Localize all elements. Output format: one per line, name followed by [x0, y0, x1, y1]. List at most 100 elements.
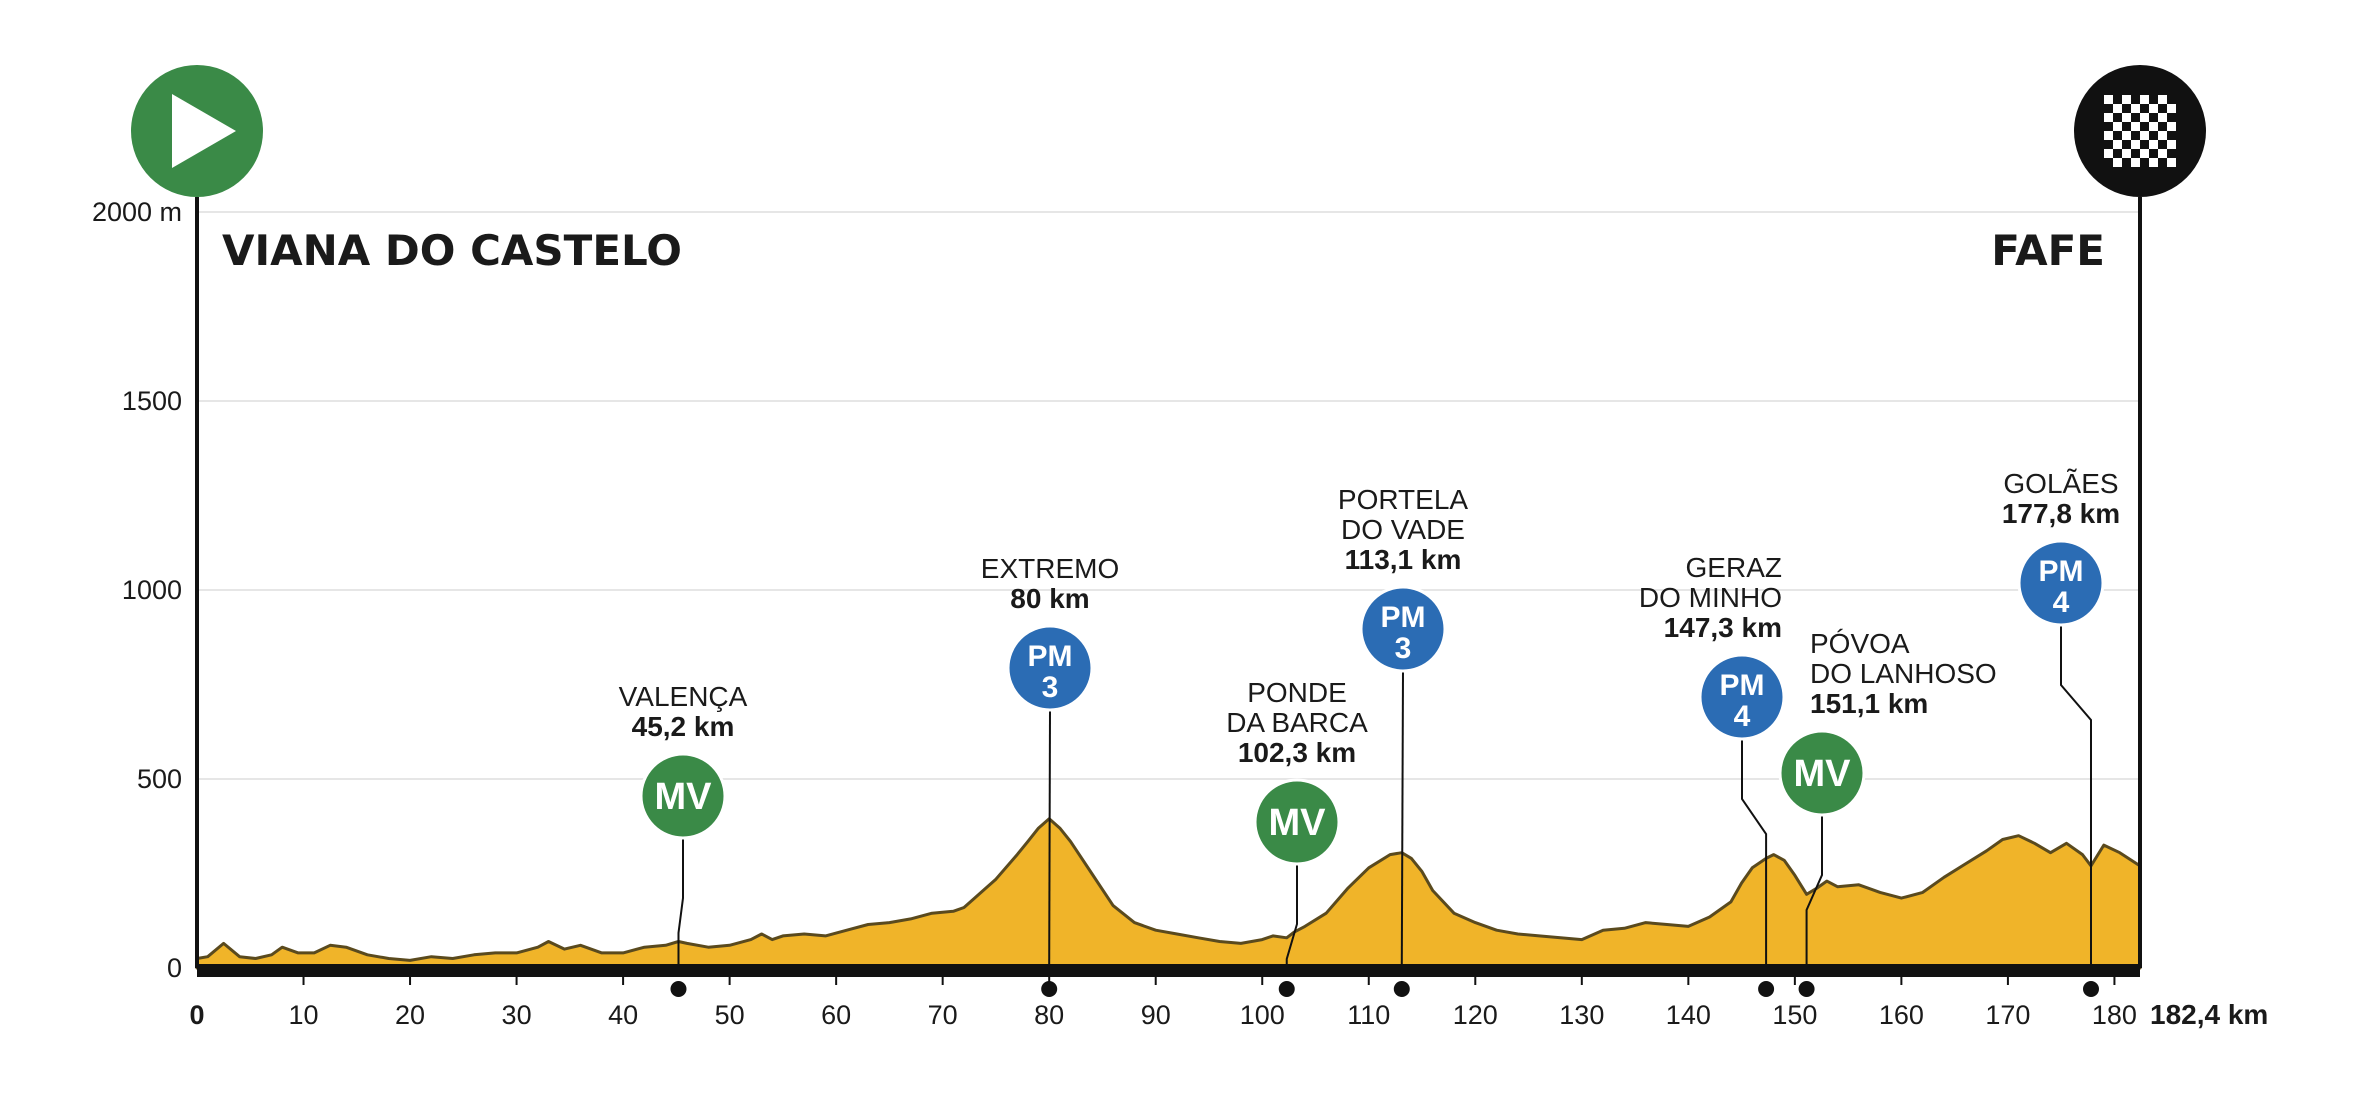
checker-square: [2140, 131, 2149, 140]
climb-leader-line: [1741, 739, 1768, 964]
checker-square: [2122, 95, 2131, 104]
checker-square: [2149, 140, 2158, 149]
checker-square: [2131, 104, 2140, 113]
checker-square: [2104, 131, 2113, 140]
x-tick-label: 110: [1347, 1000, 1390, 1030]
y-max-label: 2000 m: [92, 197, 182, 227]
climb-leader-line: [1400, 670, 1404, 965]
x-tick-label: 120: [1453, 1000, 1498, 1030]
checker-square: [2113, 149, 2122, 158]
finish-flag-icon: [2074, 65, 2206, 197]
checker-square: [2113, 104, 2122, 113]
axes: 0 500 1000 1500 2000 m 0 10 20 30 40 50 60 70 80 90 100…: [92, 197, 2268, 1030]
climb-name: DA BARCA: [1226, 707, 1368, 738]
checker-square: [2158, 95, 2167, 104]
climb-category: 4: [1734, 700, 1751, 733]
x-tick-label: 70: [928, 1000, 958, 1030]
checker-square: [2122, 113, 2131, 122]
climb-badge: [639, 752, 727, 840]
checker-square: [2158, 122, 2167, 131]
checker-square: [2140, 113, 2149, 122]
checker-square: [2158, 104, 2167, 113]
climb-badge-label: PM: [1381, 601, 1426, 634]
elevation-profile: [195, 817, 2142, 970]
checker-square: [2122, 149, 2131, 158]
x-tick-label: 90: [1141, 1000, 1171, 1030]
climb-name: EXTREMO: [981, 553, 1119, 584]
checker-square: [2140, 140, 2149, 149]
checker-pattern: [2104, 95, 2176, 167]
x-tick-label: 20: [395, 1000, 425, 1030]
checker-square: [2113, 140, 2122, 149]
climb-name: GERAZ: [1686, 552, 1782, 583]
climb-badge-label: MV: [1794, 753, 1852, 795]
climb-leader-line: [1285, 864, 1298, 964]
checker-square: [2131, 158, 2140, 167]
checker-square: [2158, 131, 2167, 140]
checker-square: [2167, 122, 2176, 131]
climb-km: 80 km: [1010, 583, 1089, 614]
y-tick-label: 1000: [122, 575, 182, 605]
elevation-area: [195, 817, 2142, 970]
y-tick-label: 0: [167, 953, 182, 983]
checker-square: [2113, 113, 2122, 122]
climb-km: 45,2 km: [632, 711, 735, 742]
x-tick-label: 60: [821, 1000, 851, 1030]
climb-category: 4: [2053, 586, 2070, 619]
x-tick-label: 0: [189, 1000, 204, 1030]
checker-square: [2113, 122, 2122, 131]
climb-position-dot: [1758, 981, 1775, 997]
start-city-label: VIANA DO CASTELO: [222, 226, 682, 275]
checker-square: [2104, 104, 2113, 113]
climb-position-dot: [670, 981, 687, 997]
checker-square: [2140, 104, 2149, 113]
checker-square: [2158, 149, 2167, 158]
x-tick-label: 180: [2092, 1000, 2137, 1030]
x-tick-label: 150: [1772, 1000, 1817, 1030]
checker-square: [2149, 158, 2158, 167]
checker-square: [2167, 131, 2176, 140]
climb-name: PONDE: [1247, 677, 1347, 708]
x-tick-label: 40: [608, 1000, 638, 1030]
climb-leader-line: [677, 838, 684, 964]
checker-square: [2131, 113, 2140, 122]
checker-square: [2104, 113, 2113, 122]
climb-name: DO LANHOSO: [1810, 658, 1997, 689]
checker-square: [2122, 104, 2131, 113]
climb-position-dot: [1041, 981, 1058, 997]
climb-badge: [1359, 585, 1447, 673]
climb-name: GOLÃES: [2003, 468, 2118, 499]
climb-badge-label: PM: [2039, 555, 2084, 588]
checker-square: [2131, 131, 2140, 140]
climb-leader-line: [1805, 815, 1823, 964]
x-tick-label: 10: [289, 1000, 319, 1030]
checker-square: [2167, 158, 2176, 167]
checker-square: [2104, 95, 2113, 104]
x-end-label: 182,4 km: [2150, 999, 2268, 1030]
climb-km: 147,3 km: [1664, 612, 1782, 643]
climb-position-dot: [1278, 981, 1295, 997]
checker-square: [2131, 140, 2140, 149]
checker-square: [2140, 149, 2149, 158]
x-axis-bar: [197, 964, 2140, 977]
checker-square: [2122, 122, 2131, 131]
x-tick-label: 100: [1240, 1000, 1285, 1030]
climb-badge: [2017, 539, 2105, 627]
checker-square: [2167, 104, 2176, 113]
climb-km: 151,1 km: [1810, 688, 1928, 719]
checker-square: [2104, 122, 2113, 131]
checker-square: [2149, 122, 2158, 131]
climb-leader-line: [1048, 709, 1051, 965]
climb-badge: [1698, 653, 1786, 741]
climb-name: DO MINHO: [1639, 582, 1782, 613]
climb-badge: [1778, 729, 1866, 817]
checker-square: [2167, 95, 2176, 104]
climb-position-dot: [2082, 981, 2099, 997]
